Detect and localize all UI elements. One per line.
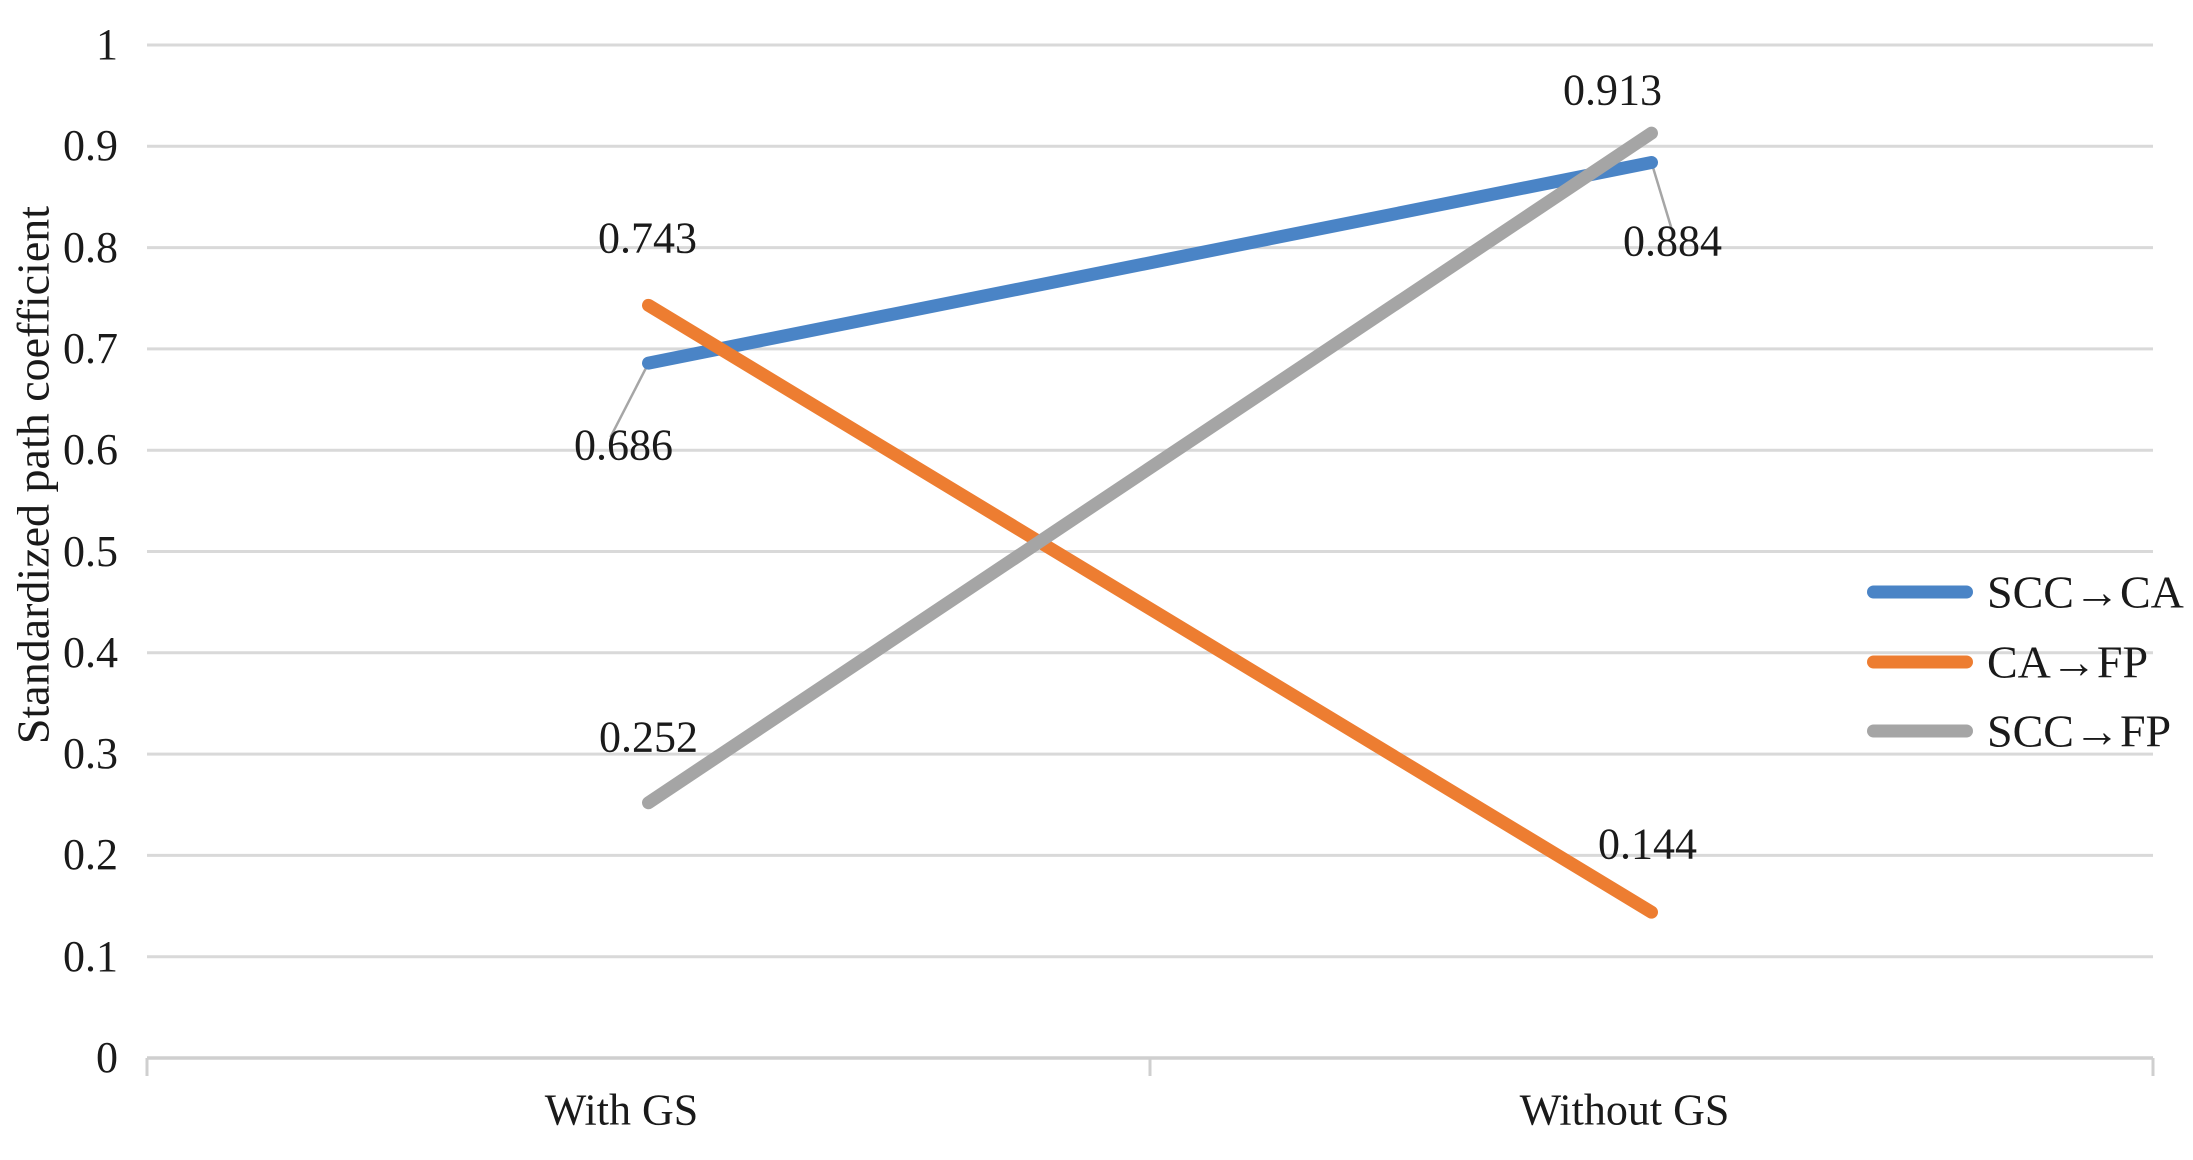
y-axis-tick-label: 0.3 <box>63 729 118 779</box>
y-axis-tick-label: 0.9 <box>63 121 118 171</box>
legend-line-swatch-icon <box>1867 724 1973 738</box>
legend-line-swatch-icon <box>1867 655 1973 669</box>
y-axis-tick-label: 0.8 <box>63 222 118 272</box>
y-axis-tick-label: 0.5 <box>63 526 118 576</box>
data-label: 0.144 <box>1598 819 1697 869</box>
data-label: 0.252 <box>599 712 698 762</box>
series-line-scc-ca <box>642 156 1658 370</box>
y-axis-tick-label: 0 <box>96 1033 118 1082</box>
y-axis-tick-label: 0.2 <box>63 830 118 880</box>
legend-label: SCC→CA <box>1987 566 2184 618</box>
legend-label: SCC→FP <box>1987 705 2172 757</box>
legend-item-scc-fp: SCC→FP <box>1867 705 2171 758</box>
legend-item-ca-fp: CA→FP <box>1867 636 2148 689</box>
y-axis-tick-label: 0.7 <box>63 323 118 373</box>
series-line-ca-fp <box>642 298 1658 919</box>
y-axis-tick-label: 0.6 <box>63 425 118 475</box>
data-label: 0.743 <box>598 213 697 263</box>
x-axis-category-label: With GS <box>544 1085 699 1135</box>
legend-label: CA→FP <box>1987 636 2149 688</box>
y-axis-tick-label: 1 <box>96 20 118 69</box>
data-label-leader-line <box>1650 162 1673 229</box>
data-label: 0.686 <box>574 420 673 470</box>
legend-line-swatch-icon <box>1867 585 1973 599</box>
y-axis-tick-label: 0.4 <box>63 627 118 677</box>
data-label: 0.884 <box>1623 216 1722 265</box>
legend-item-scc-ca: SCC→CA <box>1867 566 2184 619</box>
y-axis-tick-label: 0.1 <box>63 931 118 981</box>
x-axis-category-label: Without GS <box>1519 1085 1730 1135</box>
data-label: 0.913 <box>1563 65 1662 115</box>
data-label-leader-line <box>609 362 650 438</box>
series-line-scc-fp <box>642 126 1658 810</box>
